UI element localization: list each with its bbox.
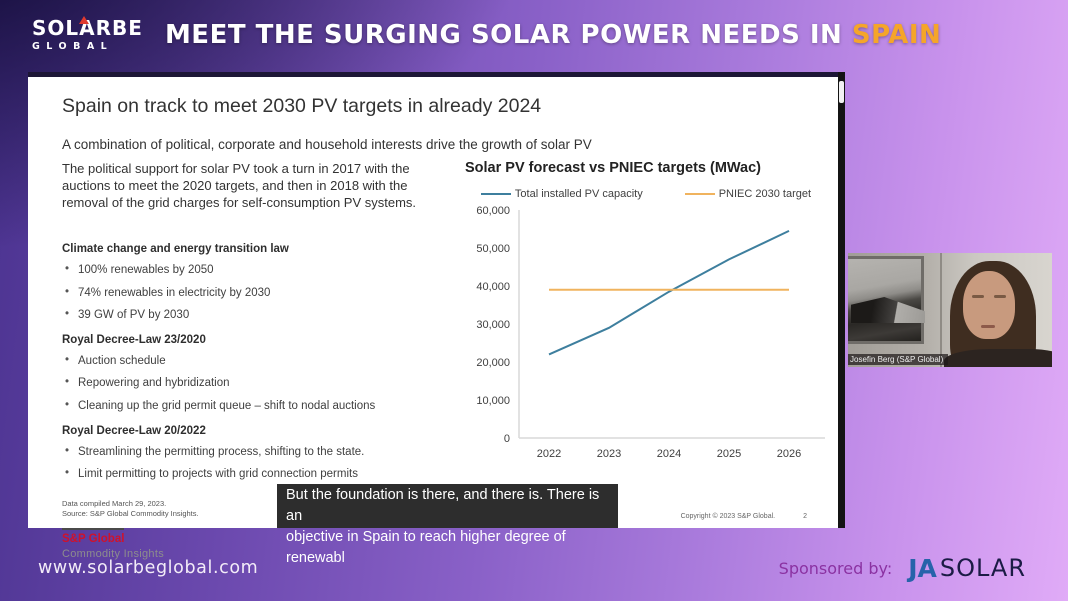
list-item: Repowering and hybridization bbox=[62, 376, 457, 390]
svg-text:2023: 2023 bbox=[597, 448, 621, 460]
footnote-source: Source: S&P Global Commodity Insights. bbox=[62, 509, 199, 519]
ja-solar-wordmark: SOLAR bbox=[939, 554, 1026, 582]
intro-paragraph: The political support for solar PV took … bbox=[62, 161, 417, 211]
footnote-compiled: Data compiled March 29, 2023. bbox=[62, 499, 167, 509]
sponsor-block: Sponsored by: JA SOLAR bbox=[779, 554, 1026, 583]
section-heading-climate-law: Climate change and energy transition law bbox=[62, 243, 289, 256]
svg-text:2022: 2022 bbox=[537, 448, 561, 460]
list-item: 39 GW of PV by 2030 bbox=[62, 308, 457, 322]
footer-banner: www.solarbeglobal.com Sponsored by: JA S… bbox=[0, 535, 1068, 601]
data-footnote: Data compiled March 29, 2023. Source: S&… bbox=[62, 499, 457, 519]
chart-legend: Total installed PV capacity PNIEC 2030 ta… bbox=[465, 188, 827, 200]
svg-text:60,000: 60,000 bbox=[476, 205, 510, 217]
copyright-text: Copyright © 2023 S&P Global. bbox=[680, 513, 776, 520]
speaker-webcam-video[interactable]: Josefin Berg (S&P Global) bbox=[848, 253, 1052, 367]
svg-text:40,000: 40,000 bbox=[476, 281, 510, 293]
webinar-title-main: MEET THE SURGING SOLAR POWER NEEDS IN bbox=[164, 20, 852, 50]
pv-chart-svg: 0 10,000 20,000 30,000 40,000 50,000 60,000 202… bbox=[476, 205, 825, 460]
caption-line-2: objective in Spain to reach higher degre… bbox=[286, 529, 566, 566]
legend-line-swatch bbox=[684, 193, 715, 195]
list-item: Cleaning up the grid permit queue – shif… bbox=[62, 399, 457, 413]
slide-footer-row: Copyright © 2023 S&P Global. 2 bbox=[681, 513, 807, 520]
list-item: 100% renewables by 2050 bbox=[62, 263, 457, 277]
speaker-face bbox=[963, 271, 1015, 339]
svg-text:50,000: 50,000 bbox=[476, 243, 510, 255]
chart-title: Solar PV forecast vs PNIEC targets (MWac… bbox=[465, 160, 761, 176]
logo-text-solarbe: SOLARBE bbox=[32, 16, 143, 41]
slide-title: Spain on track to meet 2030 PV targets i… bbox=[62, 95, 542, 117]
sp-global-wordmark: S&P Global bbox=[62, 528, 125, 545]
presentation-slide: Spain on track to meet 2030 PV targets i… bbox=[28, 72, 845, 560]
svg-text:2026: 2026 bbox=[777, 448, 801, 460]
legend-label: PNIEC 2030 target bbox=[718, 188, 812, 200]
svg-text:20,000: 20,000 bbox=[476, 357, 510, 369]
slide-subtitle: A combination of political, corporate an… bbox=[62, 137, 592, 152]
slide-scrollbar[interactable] bbox=[838, 72, 845, 528]
svg-text:2025: 2025 bbox=[717, 448, 741, 460]
legend-item: PNIEC 2030 target bbox=[684, 188, 812, 200]
section-heading-rdl-23-2020: Royal Decree-Law 23/2020 bbox=[62, 334, 206, 347]
wall-picture bbox=[848, 256, 924, 344]
commodity-insights-wordmark: Commodity Insights bbox=[62, 548, 164, 561]
speaker-mouth bbox=[981, 325, 995, 328]
sp-global-logo: S&P Global Commodity Insights bbox=[62, 528, 457, 560]
live-caption-overlay: But the foundation is there, and there i… bbox=[277, 484, 618, 566]
solarbe-global-logo: SOLARBE GLOBAL bbox=[32, 16, 143, 53]
legend-label: Total installed PV capacity bbox=[514, 188, 643, 200]
sponsored-by-label: Sponsored by: bbox=[778, 558, 893, 578]
legend-item: Total installed PV capacity bbox=[480, 188, 643, 200]
legend-line-swatch bbox=[480, 193, 511, 195]
ja-solar-logo: JA bbox=[908, 553, 937, 583]
speaker-eyebrow-left bbox=[972, 295, 984, 298]
slide-left-column: The political support for solar PV took … bbox=[62, 160, 457, 560]
section-heading-rdl-20-2022: Royal Decree-Law 20/2022 bbox=[62, 424, 206, 437]
caption-line-1: But the foundation is there, and there i… bbox=[286, 487, 600, 524]
speaker-name-label: Josefin Berg (S&P Global) bbox=[848, 354, 949, 365]
list-item: Streamlining the permitting process, shi… bbox=[62, 445, 457, 459]
list-item: Limit permitting to projects with grid c… bbox=[62, 467, 457, 481]
logo-text-global: GLOBAL bbox=[32, 41, 114, 53]
logo-red-triangle-icon bbox=[79, 16, 89, 25]
list-item: Auction schedule bbox=[62, 354, 457, 368]
svg-text:10,000: 10,000 bbox=[476, 395, 510, 407]
list-item: 74% renewables in electricity by 2030 bbox=[62, 286, 457, 300]
wall-corner-line bbox=[940, 253, 942, 367]
pv-forecast-chart: Solar PV forecast vs PNIEC targets (MWac… bbox=[465, 160, 827, 475]
webinar-title-highlight: SPAIN bbox=[851, 20, 942, 50]
speaker-shoulders bbox=[944, 349, 1052, 367]
svg-text:2024: 2024 bbox=[657, 448, 681, 460]
svg-text:0: 0 bbox=[504, 433, 510, 445]
page-number: 2 bbox=[803, 513, 807, 520]
svg-text:30,000: 30,000 bbox=[476, 319, 510, 331]
speaker-eyebrow-right bbox=[994, 295, 1006, 298]
scrollbar-thumb[interactable] bbox=[839, 81, 844, 103]
policy-sections: Climate change and energy transition law… bbox=[62, 243, 457, 481]
webinar-title: MEET THE SURGING SOLAR POWER NEEDS IN SP… bbox=[165, 20, 941, 50]
header-banner: SOLARBE GLOBAL MEET THE SURGING SOLAR PO… bbox=[0, 0, 1068, 70]
website-url: www.solarbeglobal.com bbox=[38, 558, 259, 578]
